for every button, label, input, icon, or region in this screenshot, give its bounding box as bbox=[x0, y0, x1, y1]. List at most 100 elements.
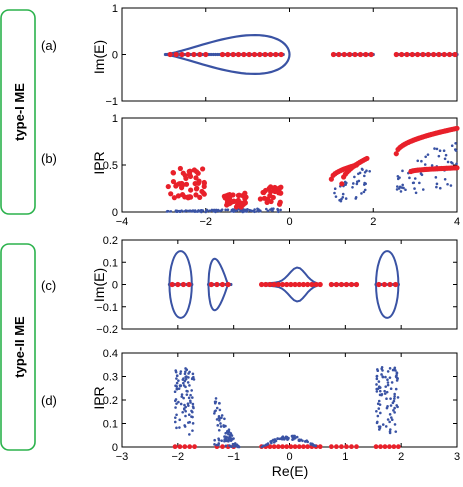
blue-point bbox=[389, 428, 392, 431]
red-point bbox=[430, 51, 437, 58]
blue-point bbox=[266, 209, 270, 213]
blue-point bbox=[213, 412, 216, 415]
blue-point bbox=[175, 387, 179, 391]
red-point bbox=[328, 444, 334, 450]
red-point bbox=[251, 51, 258, 58]
red-point bbox=[182, 444, 188, 450]
blue-point bbox=[385, 406, 389, 410]
red-point bbox=[357, 51, 363, 58]
blue-point bbox=[191, 396, 194, 399]
x-tick-label: 4 bbox=[454, 216, 460, 228]
blue-point bbox=[164, 52, 168, 57]
blue-point bbox=[389, 397, 392, 400]
blue-point bbox=[178, 418, 182, 422]
blue-point bbox=[184, 377, 188, 381]
red-point bbox=[376, 281, 382, 288]
y-tick-label: 0.4 bbox=[103, 348, 118, 360]
red-point bbox=[393, 51, 399, 58]
blue-point bbox=[376, 368, 379, 371]
blue-point bbox=[401, 183, 404, 187]
blue-point bbox=[411, 181, 415, 185]
blue-point bbox=[363, 174, 366, 178]
blue-point bbox=[177, 379, 180, 382]
red-point bbox=[292, 444, 298, 450]
red-point bbox=[446, 51, 453, 58]
blue-point bbox=[386, 381, 390, 384]
blue-point bbox=[360, 192, 363, 195]
blue-point bbox=[183, 379, 187, 383]
red-point bbox=[353, 281, 360, 288]
blue-point bbox=[393, 411, 396, 414]
blue-point bbox=[183, 425, 187, 428]
blue-point bbox=[211, 52, 215, 57]
blue-point bbox=[174, 398, 178, 401]
blue-point bbox=[333, 187, 337, 191]
blue-point bbox=[435, 185, 438, 189]
red-point bbox=[230, 198, 237, 205]
blue-point bbox=[232, 445, 236, 448]
blue-point bbox=[217, 442, 221, 445]
red-point bbox=[272, 188, 278, 195]
y-tick-label: 0.3 bbox=[103, 372, 118, 384]
blue-point bbox=[390, 418, 394, 422]
blue-point bbox=[191, 415, 194, 419]
blue-point bbox=[393, 406, 396, 410]
red-point bbox=[203, 51, 209, 58]
red-point bbox=[175, 281, 181, 288]
blue-point bbox=[188, 433, 191, 436]
blue-point bbox=[375, 387, 378, 391]
red-point bbox=[328, 281, 334, 288]
blue-point bbox=[394, 375, 398, 378]
red-point bbox=[196, 178, 202, 184]
red-point bbox=[392, 281, 399, 288]
red-point bbox=[178, 185, 185, 191]
red-point bbox=[277, 199, 283, 205]
red-point bbox=[344, 444, 349, 450]
blue-point bbox=[220, 439, 223, 442]
red-point bbox=[272, 184, 278, 191]
panel-c-label: (c) bbox=[41, 278, 56, 293]
blue-point bbox=[191, 429, 194, 432]
blue-point bbox=[340, 197, 343, 201]
red-point bbox=[225, 281, 231, 288]
blue-point bbox=[204, 210, 207, 214]
blue-point bbox=[195, 210, 199, 213]
blue-point bbox=[394, 369, 397, 372]
blue-point bbox=[395, 372, 399, 375]
red-point bbox=[280, 444, 285, 450]
red-point bbox=[257, 196, 263, 202]
blue-point bbox=[272, 207, 275, 210]
blue-point bbox=[418, 181, 421, 185]
red-point bbox=[168, 191, 174, 197]
red-point bbox=[267, 281, 273, 288]
blue-point bbox=[192, 406, 195, 410]
y-tick-label: 1 bbox=[112, 113, 118, 125]
blue-point bbox=[378, 393, 382, 397]
red-point bbox=[246, 51, 252, 58]
blue-point bbox=[184, 414, 187, 418]
blue-point bbox=[180, 393, 184, 396]
red-point bbox=[219, 51, 226, 58]
blue-point bbox=[175, 385, 178, 388]
blue-point bbox=[169, 210, 173, 213]
red-point bbox=[452, 51, 458, 58]
red-point bbox=[257, 51, 263, 58]
blue-point bbox=[282, 436, 286, 440]
blue-point bbox=[185, 393, 189, 396]
blue-point bbox=[182, 381, 185, 385]
panel-d-ylabel: IPR bbox=[91, 386, 107, 409]
blue-point bbox=[190, 409, 193, 413]
blue-point bbox=[381, 375, 384, 378]
blue-point bbox=[395, 188, 399, 191]
red-point bbox=[201, 183, 207, 190]
blue-point bbox=[416, 159, 420, 163]
red-point bbox=[296, 281, 302, 288]
loop-curve bbox=[163, 33, 291, 76]
blue-point bbox=[394, 387, 398, 391]
red-point bbox=[334, 444, 339, 450]
blue-point bbox=[435, 147, 439, 151]
blue-point bbox=[218, 419, 221, 422]
blue-point bbox=[339, 199, 343, 203]
blue-point bbox=[363, 183, 366, 186]
